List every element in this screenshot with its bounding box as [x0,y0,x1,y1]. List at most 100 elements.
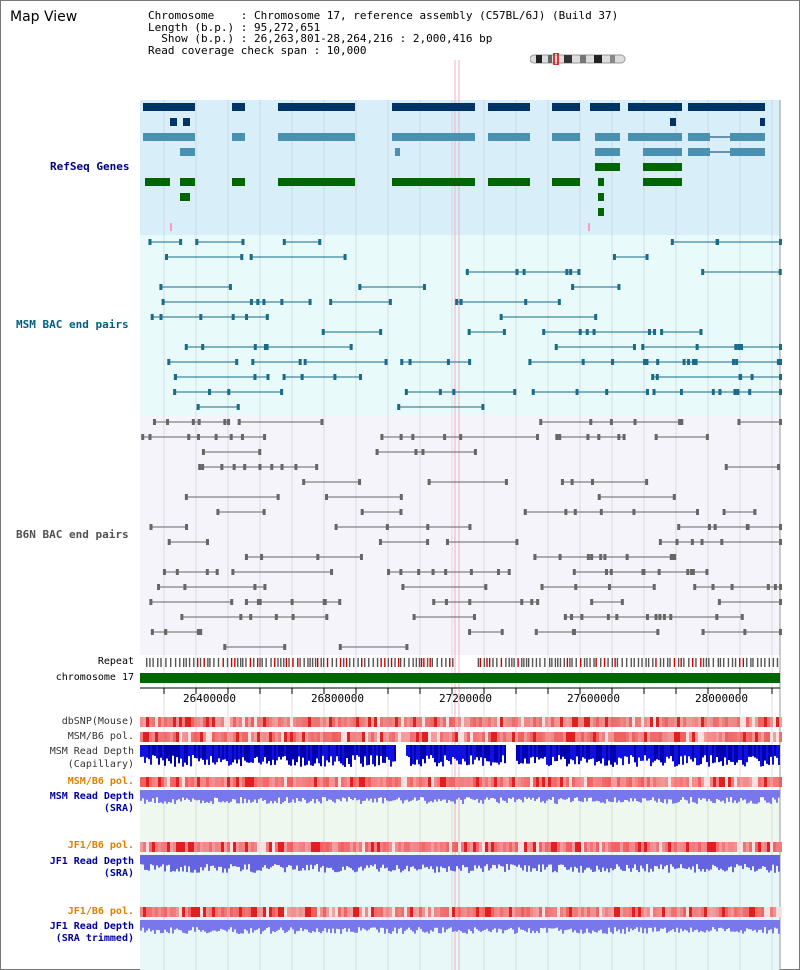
msm-b6-pol-sra-cell [170,777,173,787]
msm-sra-depth-bar [264,790,266,800]
msm-sra-depth-bar [234,790,236,800]
msm-capillary-depth-bar [558,745,560,756]
jf1-b6-pol-cell [167,842,170,852]
msm-b6-pol-cell [773,732,776,742]
jf1-b6-pol-2-cell [569,907,572,917]
msm-b6-pol-cell [398,732,401,742]
msm-b6-pol-cell [182,732,185,742]
jf1-sra-depth-bar [604,855,606,872]
dbsnp-cell [194,717,197,727]
jf1-trimmed-depth-bar [732,920,734,932]
jf1-trimmed-depth-bar [572,920,574,933]
jf1-sra-depth-bar [372,855,374,867]
repeat-element [521,658,523,667]
msm-sra-depth-bar [280,790,282,804]
msm-bac-pair-end [379,329,383,335]
b6n-bac-pair-end [642,569,646,575]
msm-bac-pair-end [682,359,686,365]
repeat-element [695,658,697,667]
jf1-b6-pol-2-cell [764,907,767,917]
jf1-sra-depth-bar [562,855,564,865]
msm-capillary-depth-bar [694,745,696,758]
jf1-b6-pol-cell [500,842,503,852]
jf1-trimmed-depth-bar [150,920,152,932]
msm-sra-depth-bar [740,790,742,799]
msm-sra-depth-bar [676,790,678,803]
jf1-sra-depth-bar [314,855,316,866]
jf1-trimmed-depth-bar [308,920,310,933]
msm-sra-depth-bar [398,790,400,798]
jf1-trimmed-depth-bar [260,920,262,934]
repeat-element [637,658,640,667]
msm-sra-depth-bar [166,790,168,804]
msm-b6-pol-sra-cell [359,777,362,787]
dbsnp-cell [260,717,263,727]
jf1-sra-depth-bar [244,855,246,865]
jf1-trimmed-depth-bar [358,920,360,928]
jf1-sra-depth-bar [760,855,762,869]
jf1-trimmed-depth-bar [404,920,406,931]
jf1-b6-pol-2-cell [458,907,461,917]
msm-capillary-depth-bar [592,745,594,759]
dbsnp-cell [545,717,548,727]
jf1-b6-pol-cell [767,842,770,852]
msm-b6-pol-sra-cell [695,777,698,787]
msm-capillary-depth-bar [772,745,774,765]
jf1-trimmed-depth-bar [272,920,274,932]
b6n-bac-pair-end [198,464,202,470]
msm-capillary-depth-bar [360,745,362,764]
repeat-element [387,658,390,667]
jf1-sra-depth-bar [572,855,574,872]
msm-sra-depth-bar [232,790,234,799]
msm-b6-pol-sra-cell [464,777,467,787]
dbsnp-cell [512,717,515,727]
msm-b6-pol-cell [719,732,722,742]
jf1-sra-depth-bar [564,855,566,868]
repeat-element [677,658,680,667]
msm-b6-pol-sra-cell [200,777,203,787]
jf1-trimmed-depth-bar [288,920,290,931]
msm-sra-depth-bar [422,790,424,798]
jf1-trimmed-depth-bar [418,920,420,928]
msm-b6-pol-sra-cell [641,777,644,787]
track-label-jf1-depth-trimmed: JF1 Read Depth [49,921,134,932]
jf1-sra-depth-bar [754,855,756,872]
msm-b6-pol-sra-cell [254,777,257,787]
msm-capillary-depth-bar [590,745,592,760]
msm-b6-pol-sra-cell [542,777,545,787]
jf1-sra-depth-bar [360,855,362,867]
track-label-msm-depth-capillary: MSM Read Depth [49,746,134,757]
jf1-b6-pol-2-cell [227,907,230,917]
dbsnp-cell [662,717,665,727]
msm-sra-depth-bar [730,790,732,798]
dbsnp-cell [665,717,668,727]
msm-capillary-depth-bar [776,745,778,758]
msm-sra-depth-bar [484,790,486,800]
jf1-sra-depth-bar [712,855,714,865]
repeat-element [157,658,159,667]
jf1-sra-depth-bar [474,855,476,866]
msm-capillary-depth-bar [426,745,428,756]
msm-sra-depth-bar [386,790,388,801]
msm-b6-pol-sra-cell [290,777,293,787]
msm-b6-pol-cell [371,732,374,742]
jf1-b6-pol-cell [323,842,326,852]
jf1-sra-depth-bar [394,855,396,871]
msm-capillary-depth-bar [678,745,680,765]
dbsnp-cell [233,717,236,727]
jf1-trimmed-depth-bar [496,920,498,933]
refseq-gene [688,103,765,111]
repeat-element [580,658,582,667]
repeat-element [445,658,447,667]
jf1-b6-pol-2-cell [332,907,335,917]
jf1-b6-pol-2-cell [632,907,635,917]
jf1-sra-depth-bar [736,855,738,865]
track-label-msm-depth-sra-sub: (SRA) [103,803,134,814]
repeat-element [152,658,154,667]
chromosome-ideogram[interactable] [530,53,630,65]
jf1-b6-pol-cell [179,842,182,852]
jf1-b6-pol-2-cell [380,907,383,917]
dbsnp-cell [605,717,608,727]
dbsnp-cell [263,717,266,727]
